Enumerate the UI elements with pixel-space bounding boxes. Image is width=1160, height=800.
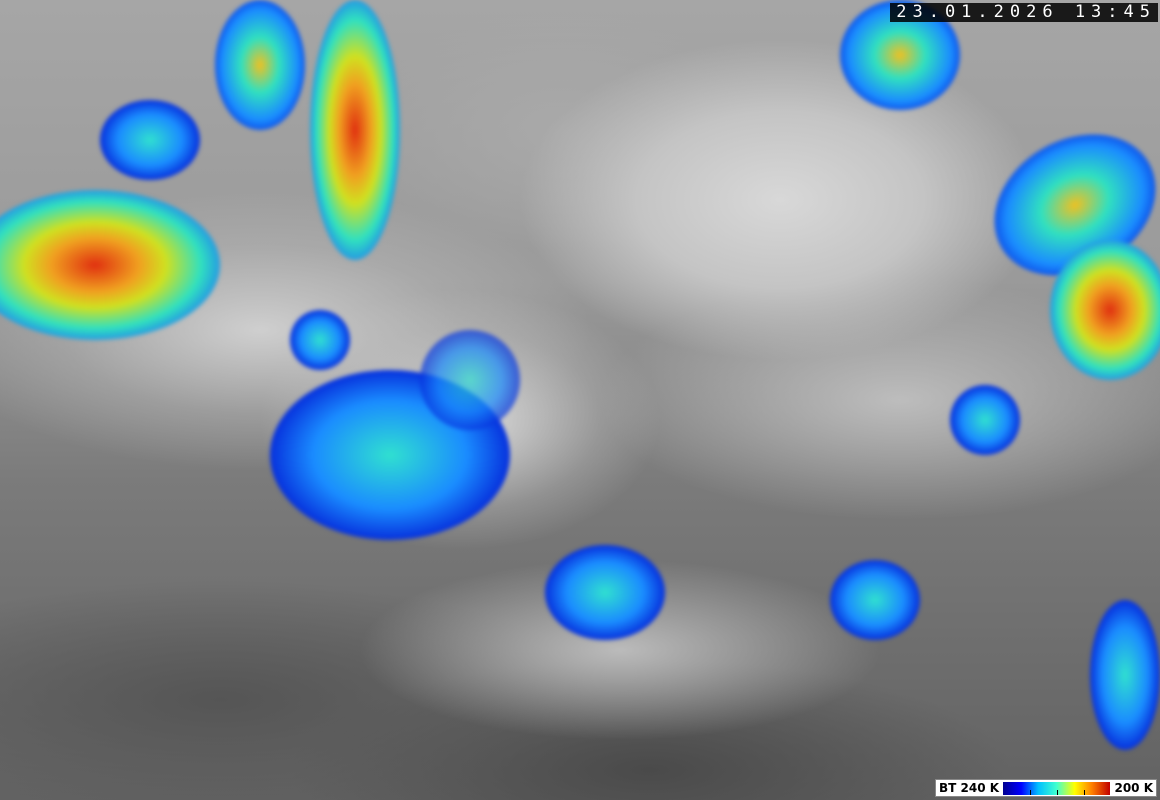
cloud-top-center (290, 310, 350, 370)
legend-label-left: BT 240 K (939, 781, 1000, 795)
cloud-top-nw (100, 100, 200, 180)
cloud-top-se-edge (1090, 600, 1160, 750)
legend-color-bar (1003, 781, 1111, 795)
cloud-top-southeast (830, 560, 920, 640)
cloud-top-east (1050, 240, 1160, 380)
legend-label-right: 200 K (1114, 781, 1153, 795)
legend-tick (1056, 789, 1058, 795)
cyclone-core (420, 330, 520, 430)
cloud-top-east-small (950, 385, 1020, 455)
legend-tick (1029, 789, 1031, 795)
color-legend: BT 240 K 200 K (935, 779, 1157, 797)
legend-tick (1083, 789, 1085, 795)
cloud-top-north-band (310, 0, 400, 260)
timestamp-label: 23.01.2026 13:45 (890, 3, 1158, 22)
cloud-top-south (545, 545, 665, 640)
cloud-top-north (215, 0, 305, 130)
cloud-top-west (0, 190, 220, 340)
